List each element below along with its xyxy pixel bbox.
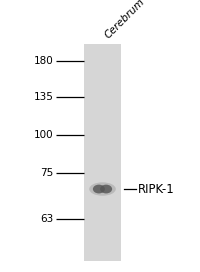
Text: 75: 75	[40, 168, 53, 178]
Text: 135: 135	[33, 92, 53, 101]
Text: Cerebrum: Cerebrum	[102, 0, 146, 41]
Text: RIPK-1: RIPK-1	[137, 183, 174, 196]
Text: 63: 63	[40, 214, 53, 224]
Bar	[84, 44, 120, 261]
Text: 100: 100	[33, 130, 53, 140]
Ellipse shape	[100, 185, 112, 193]
Ellipse shape	[92, 185, 104, 193]
Ellipse shape	[89, 182, 115, 196]
Text: 180: 180	[33, 56, 53, 66]
